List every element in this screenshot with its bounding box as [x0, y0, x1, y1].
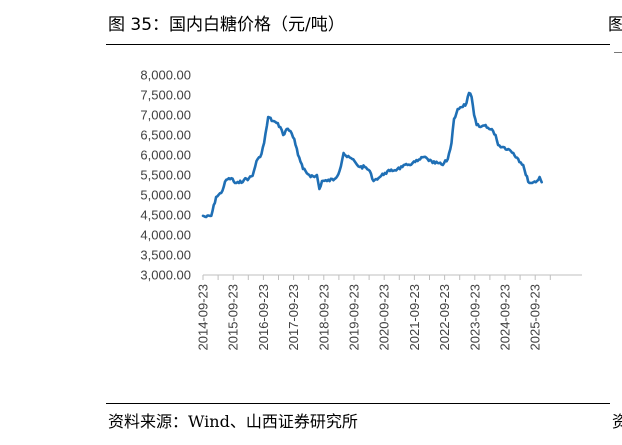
x-tick-label: 2017-09-23 [286, 284, 301, 351]
x-tick-label: 2020-09-23 [377, 284, 392, 351]
y-tick-label: 7,500.00 [140, 88, 191, 103]
y-tick-label: 4,500.00 [140, 208, 191, 223]
series-layer [201, 91, 543, 219]
x-tick-label: 2023-09-23 [467, 284, 482, 351]
y-tick-label: 5,500.00 [140, 168, 191, 183]
x-tick-label: 2018-09-23 [316, 284, 331, 351]
x-axis: 2014-09-23 2015-09-23 2016-09-23 2017-09-23… [196, 274, 582, 351]
top-rule [106, 44, 610, 45]
y-axis: 8,000.00 7,500.00 7,000.00 6,500.00 6,000.00… [140, 68, 191, 283]
x-tick-label: 2022-09-23 [437, 284, 452, 351]
x-tick-label: 2014-09-23 [196, 284, 211, 351]
x-tick-label: 2021-09-23 [407, 284, 422, 351]
adjacent-source-fragment: 资 [612, 412, 622, 431]
figure-source: 资料来源：Wind、山西证券研究所 [108, 412, 358, 431]
y-tick-label: 5,000.00 [140, 188, 191, 203]
y-tick-label: 3,500.00 [140, 248, 191, 263]
y-tick-label: 6,500.00 [140, 128, 191, 143]
y-tick-label: 6,000.00 [140, 148, 191, 163]
x-tick-label: 2019-09-23 [347, 284, 362, 351]
y-tick-label: 4,000.00 [140, 228, 191, 243]
sugar-price-series-line [201, 91, 543, 219]
x-tick-label: 2015-09-23 [226, 284, 241, 351]
x-tick-label: 2025-09-23 [528, 284, 543, 351]
y-tick-label: 8,000.00 [140, 68, 191, 83]
figure-title: 图 35：国内白糖价格（元/吨） [108, 15, 345, 35]
y-tick-label: 3,000.00 [140, 268, 191, 283]
y-tick-label: 7,000.00 [140, 108, 191, 123]
x-tick-label: 2024-09-23 [498, 284, 513, 351]
adjacent-figure-mark [614, 52, 622, 53]
adjacent-figure-title-fragment: 图 [608, 15, 622, 35]
bottom-rule [106, 403, 610, 404]
x-tick-label: 2016-09-23 [256, 284, 271, 351]
